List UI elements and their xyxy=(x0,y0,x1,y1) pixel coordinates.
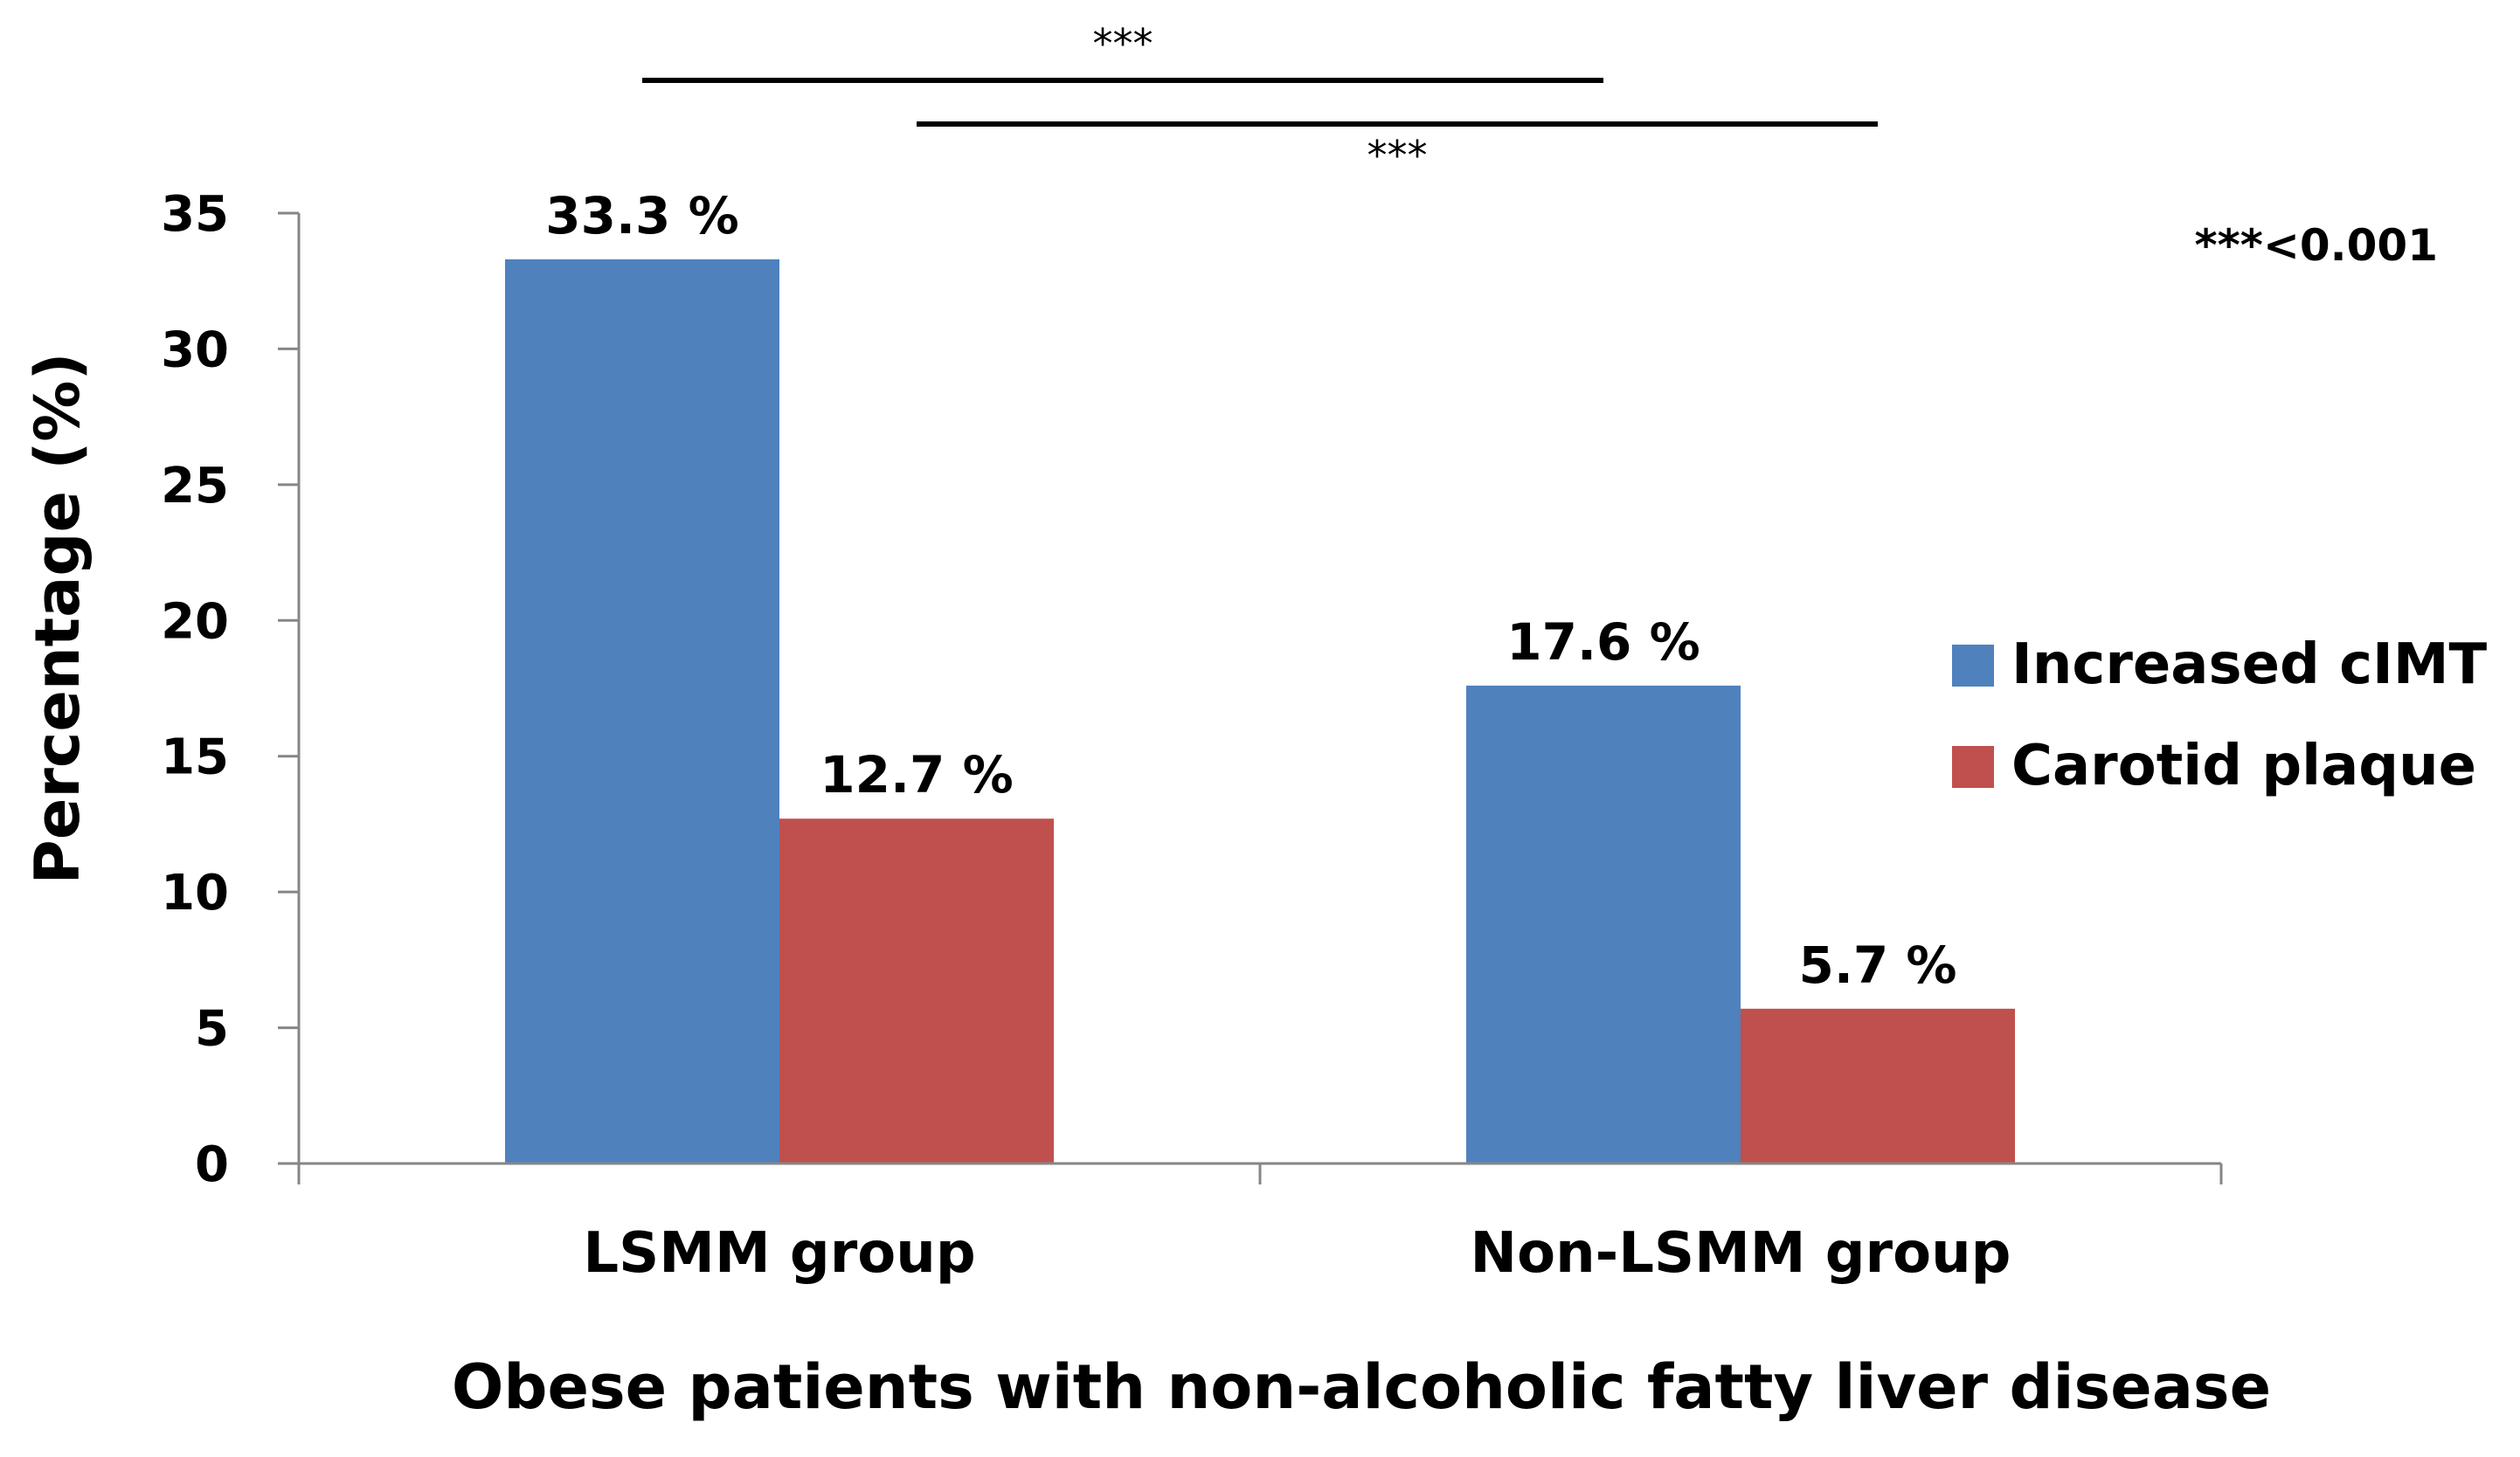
y-tick-label: 0 xyxy=(195,1136,229,1193)
data-label: 5.7 % xyxy=(1798,936,1956,995)
x-tick-label: LSMM group xyxy=(583,1221,975,1286)
y-tick-label: 35 xyxy=(161,186,229,243)
data-label: 12.7 % xyxy=(820,745,1013,804)
data-label: 33.3 % xyxy=(545,186,738,245)
significance-label: *** xyxy=(1367,132,1428,179)
y-tick-label: 10 xyxy=(161,865,229,922)
bar-carotid-plaque-non-lsmm-group xyxy=(1741,1008,2015,1164)
data-label: 17.6 % xyxy=(1506,612,1700,672)
y-tick-label: 20 xyxy=(161,593,229,650)
y-tick-label: 15 xyxy=(161,729,229,786)
legend: Increased cIMT Carotid plaque xyxy=(1952,632,2488,798)
significance-note: ***<0.001 xyxy=(2195,220,2439,271)
bar-increased-cimt-non-lsmm-group xyxy=(1466,685,1741,1164)
bar-increased-cimt-lsmm-group xyxy=(505,259,779,1164)
x-axis-title: Obese patients with non-alcoholic fatty … xyxy=(452,1351,2271,1423)
legend-label: Carotid plaque xyxy=(2011,734,2476,798)
legend-label: Increased cIMT xyxy=(2011,632,2488,697)
bars-layer xyxy=(505,259,2015,1164)
axis-layer: 0 5 10 15 20 25 30 35 xyxy=(161,186,2223,1193)
y-tick-label: 25 xyxy=(161,458,229,514)
legend-swatch xyxy=(1952,746,1994,788)
legend-swatch xyxy=(1952,645,1994,687)
significance-layer: *** *** xyxy=(642,20,1878,179)
x-tick-label: Non-LSMM group xyxy=(1471,1221,2011,1286)
labels-layer: 33.3 % 12.7 % LSMM group 17.6 % 5.7 % Non-LSM… xyxy=(545,186,2011,1286)
bar-carotid-plaque-lsmm-group xyxy=(779,818,1054,1164)
y-tick-label: 30 xyxy=(161,321,229,378)
y-tick-label: 5 xyxy=(195,1001,229,1058)
significance-label: *** xyxy=(1093,20,1153,67)
y-axis-title: Percentage (%) xyxy=(22,353,93,885)
